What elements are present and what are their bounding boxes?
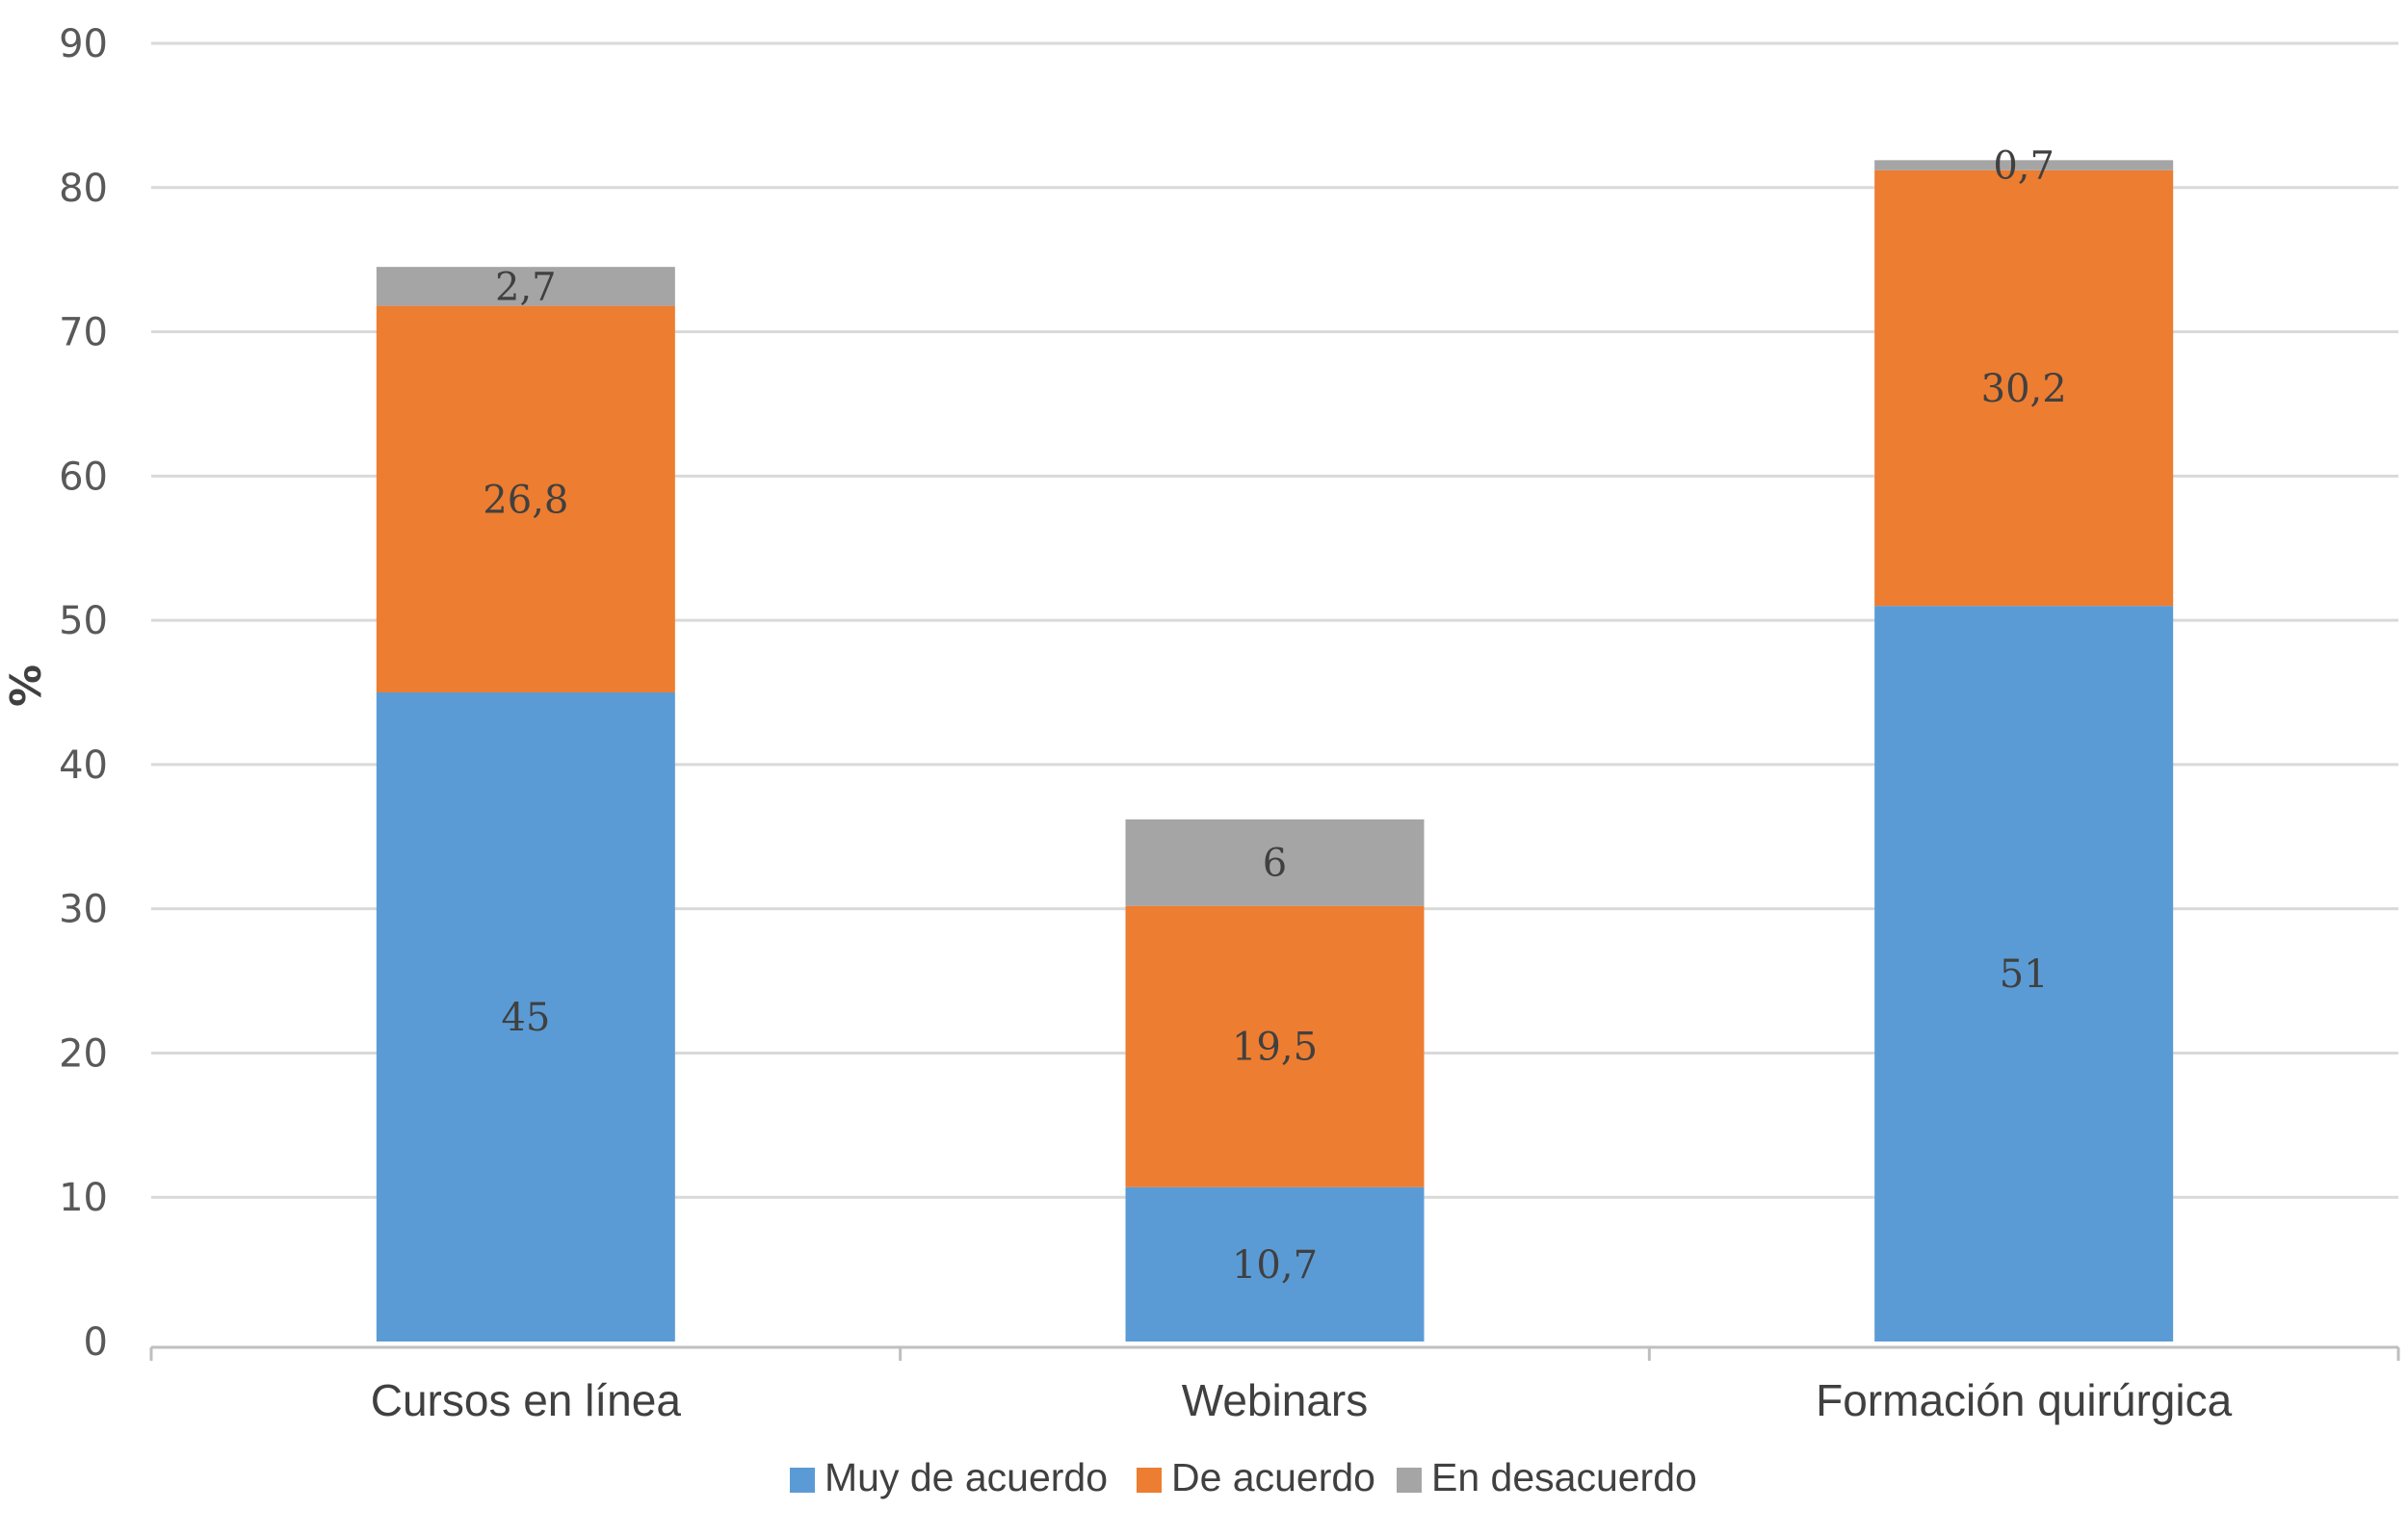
data-label: 51 xyxy=(2000,952,2049,997)
y-tick-label: 60 xyxy=(59,455,108,499)
y-tick-label: 0 xyxy=(84,1320,108,1365)
bar-segment xyxy=(1874,606,2174,1342)
y-tick-label: 10 xyxy=(59,1176,108,1220)
legend-label: Muy de acuerdo xyxy=(824,1455,1108,1499)
data-labels: 45 26,8 2,7 10,7 19,5 6 51 30,2 0,7 xyxy=(483,144,2066,1288)
y-tick-label: 20 xyxy=(59,1031,108,1076)
data-label: 6 xyxy=(1263,842,1287,886)
x-tick-label: Webinars xyxy=(1182,1375,1368,1425)
data-label: 10,7 xyxy=(1232,1243,1318,1288)
data-label: 0,7 xyxy=(1993,144,2055,189)
x-tick-label: Formación quirúrgica xyxy=(1816,1375,2232,1425)
y-tick-label: 70 xyxy=(59,311,108,355)
y-tick-label: 30 xyxy=(59,888,108,932)
y-axis-ticks: 0 10 20 30 40 50 60 70 80 90 xyxy=(59,22,108,1365)
y-tick-label: 50 xyxy=(59,599,108,643)
bar-segment xyxy=(1874,160,2174,170)
y-tick-label: 90 xyxy=(59,22,108,66)
bar-segment xyxy=(1874,169,2174,607)
y-axis-label: % xyxy=(2,664,51,707)
x-axis: Cursos en línea Webinars Formación quirúrg… xyxy=(149,1345,2400,1425)
data-label: 45 xyxy=(501,996,550,1040)
x-tick-label: Cursos en línea xyxy=(371,1375,682,1425)
legend-item: En desacuerdo xyxy=(1397,1455,1697,1499)
data-label: 26,8 xyxy=(483,478,568,522)
bar-segment xyxy=(1125,905,1425,1187)
bar-segment xyxy=(376,305,675,692)
data-label: 30,2 xyxy=(1981,367,2067,411)
data-label: 2,7 xyxy=(495,265,557,309)
legend-item: Muy de acuerdo xyxy=(790,1455,1108,1499)
y-tick-label: 80 xyxy=(59,167,108,211)
bars xyxy=(376,160,2174,1342)
legend-item: De acuerdo xyxy=(1137,1455,1375,1499)
legend-swatch xyxy=(1397,1468,1422,1493)
legend-swatch xyxy=(1137,1468,1162,1493)
bar-segment xyxy=(1125,1186,1425,1342)
legend-label: De acuerdo xyxy=(1171,1455,1375,1499)
bar-segment xyxy=(376,692,675,1342)
data-label: 19,5 xyxy=(1232,1026,1318,1070)
y-tick-label: 40 xyxy=(59,743,108,788)
bar-segment xyxy=(376,267,675,306)
legend-swatch xyxy=(790,1468,815,1493)
legend: Muy de acuerdo De acuerdo En desacuerdo xyxy=(790,1455,1697,1499)
bar-segment xyxy=(1125,819,1425,906)
legend-label: En desacuerdo xyxy=(1431,1455,1697,1499)
